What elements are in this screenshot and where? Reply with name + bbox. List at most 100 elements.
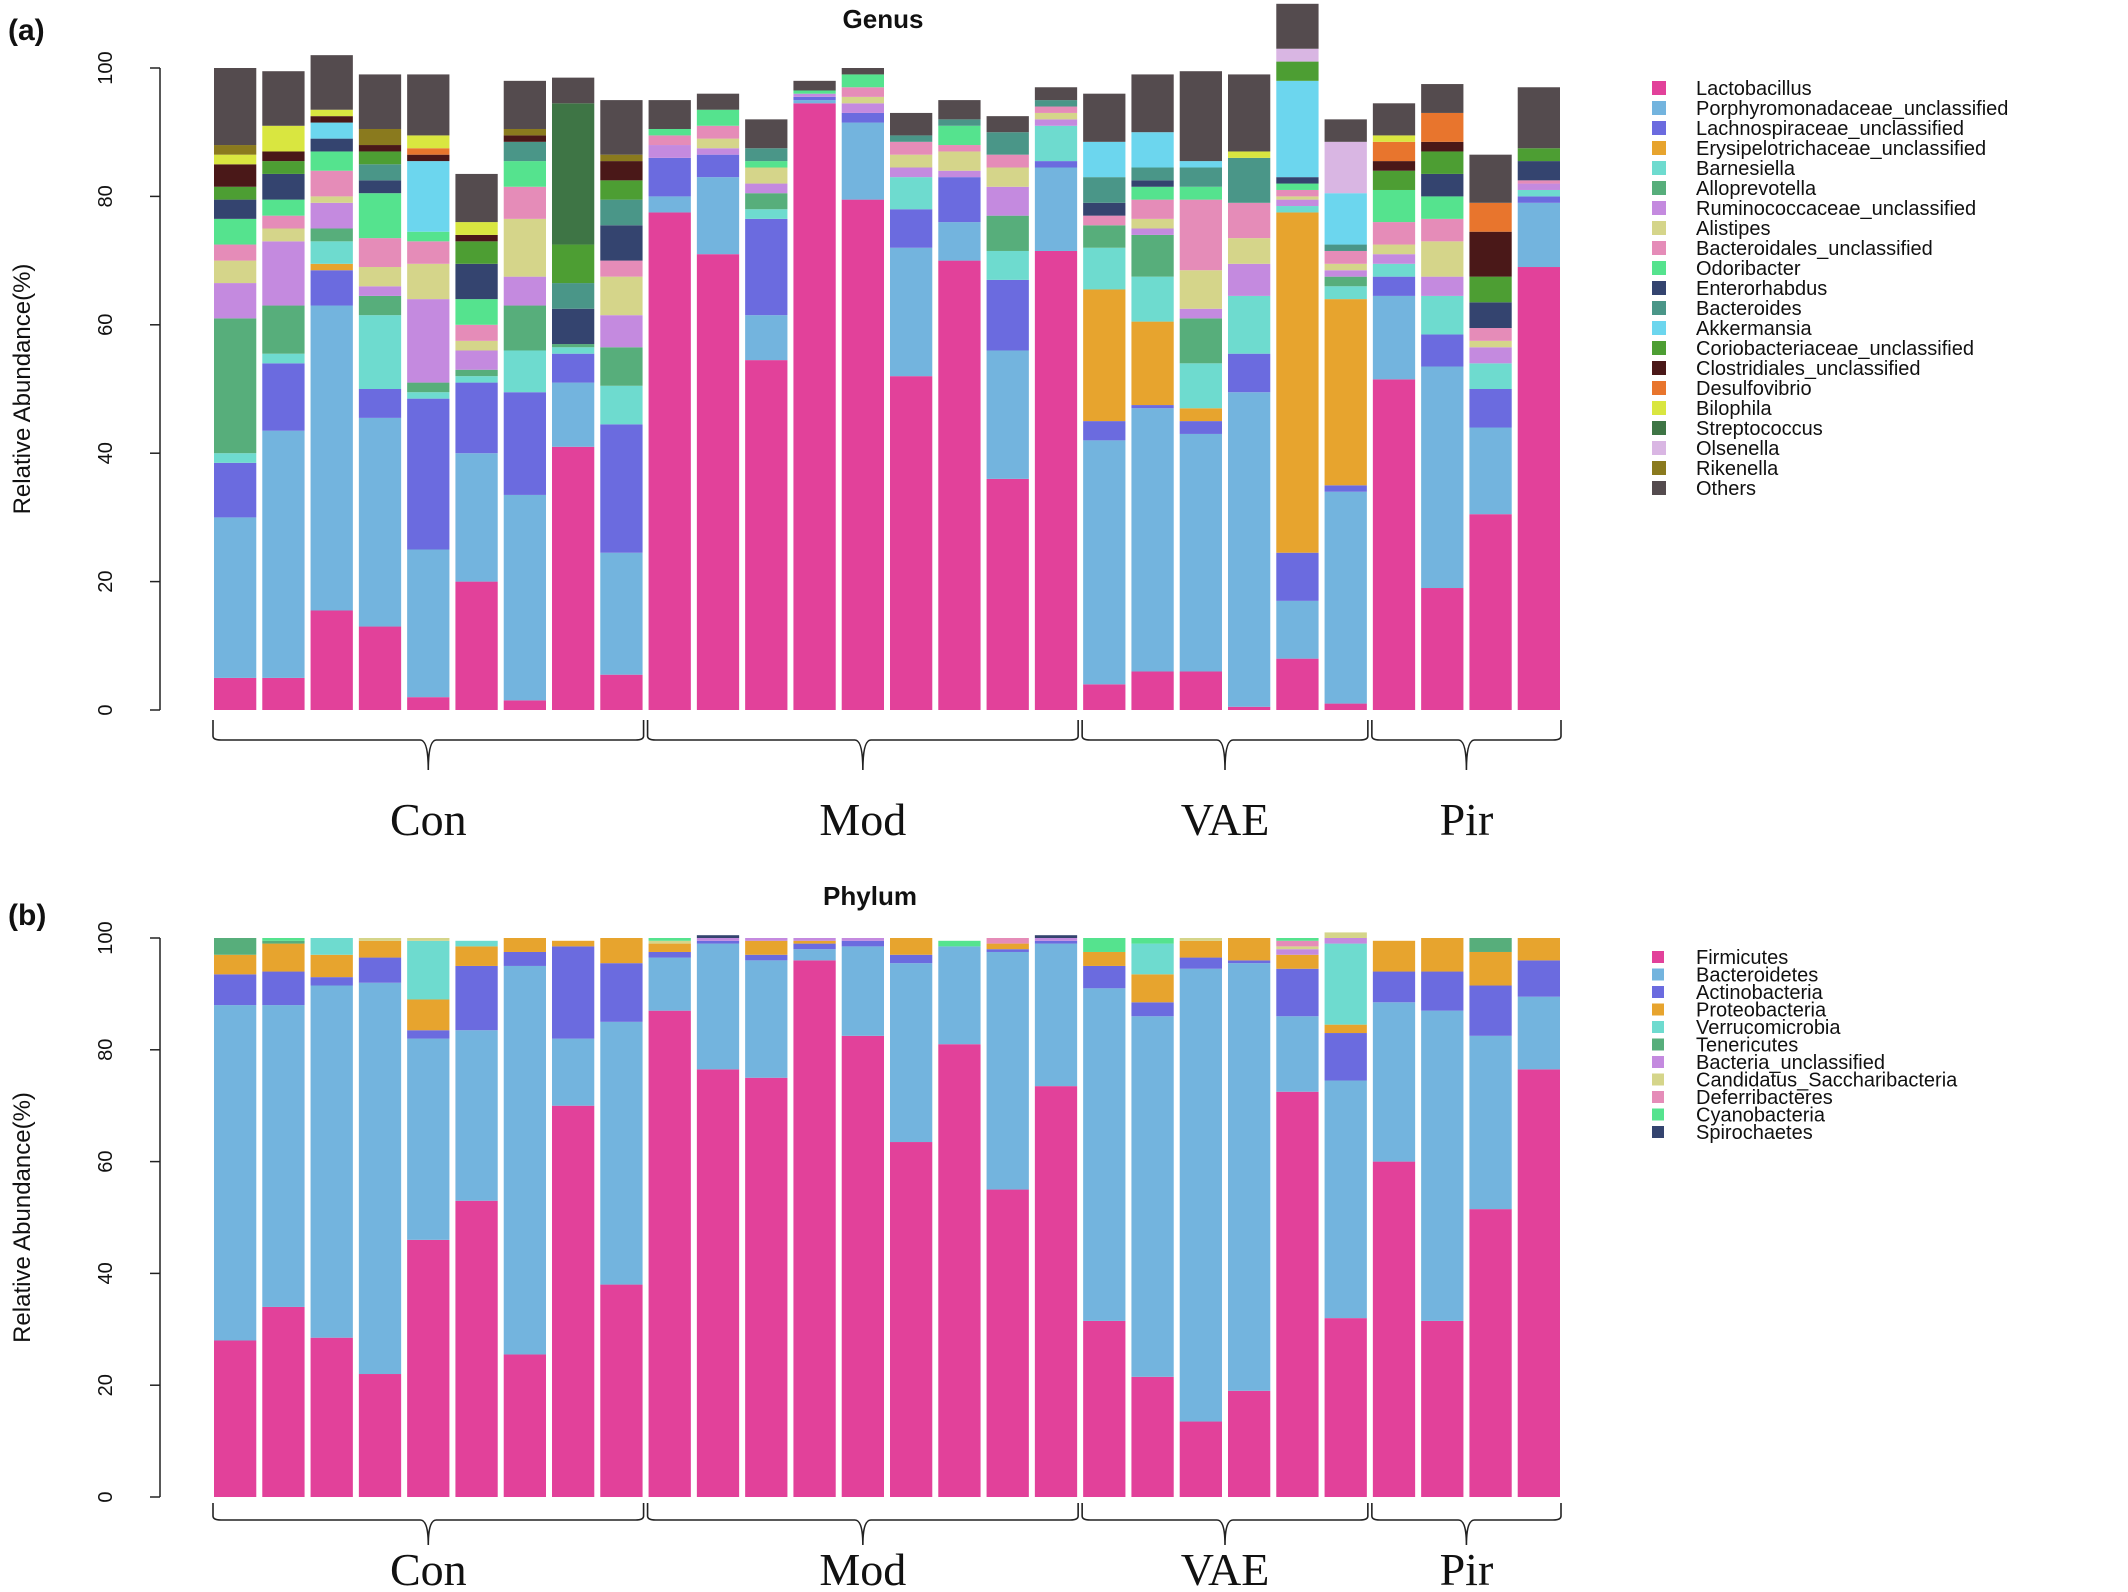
genus-legend-label-alloprevotella: Alloprevotella xyxy=(1696,178,1817,200)
genus-bar-14-lactobacillus xyxy=(841,199,884,711)
genus-bar-23-alistipes xyxy=(1276,196,1319,200)
genus-bar-20-others xyxy=(1131,74,1174,133)
phylum-bar-20-proteobacteria xyxy=(1131,974,1174,1003)
genus-bar-11-others xyxy=(696,93,740,110)
genus-bar-23-coriobacteriaceae-unclassified xyxy=(1276,61,1319,81)
phylum-bar-13-actinobacteria xyxy=(793,943,836,950)
genus-bar-15-ruminococcaceae-unclassified xyxy=(890,167,933,178)
genus-bar-12-alloprevotella xyxy=(745,193,788,210)
genus-legend-label-olsenella: Olsenella xyxy=(1696,438,1780,460)
phylum-bar-1-actinobacteria xyxy=(214,974,257,1006)
phylum-bar-10-cyanobacteria xyxy=(648,938,691,941)
genus-bar-22-bacteroidales-unclassified xyxy=(1228,202,1271,239)
phylum-bar-3-verrucomicrobia xyxy=(310,938,353,955)
genus-bar-2-lactobacillus xyxy=(262,677,305,710)
genus-bar-27-enterorhabdus xyxy=(1469,302,1512,329)
genus-bar-4-rikenella xyxy=(358,128,402,146)
genus-y-tick-label-100: 100 xyxy=(95,51,117,84)
genus-bar-10-lactobacillus xyxy=(648,212,691,710)
genus-bar-19-barnesiella xyxy=(1083,247,1126,290)
phylum-bar-6-firmicutes xyxy=(455,1200,498,1497)
genus-legend-swatch-enterorhabdus xyxy=(1652,281,1666,295)
genus-bar-16-odoribacter xyxy=(938,125,981,146)
genus-bar-5-others xyxy=(407,74,450,136)
genus-bar-21-bacteroides xyxy=(1179,167,1222,187)
phylum-bar-23-bacteroidetes xyxy=(1276,1016,1319,1092)
phylum-bar-8-proteobacteria xyxy=(552,940,595,947)
phylum-bar-6-actinobacteria xyxy=(455,965,498,1031)
genus-bar-22-alistipes xyxy=(1228,238,1271,264)
phylum-bar-24-candidatus-saccharibacteria xyxy=(1324,932,1367,938)
genus-bar-8-lachnospiraceae-unclassified xyxy=(552,353,595,383)
genus-bar-12-others xyxy=(745,119,788,149)
genus-bar-6-alloprevotella xyxy=(455,369,498,377)
genus-bar-14-odoribacter xyxy=(841,74,884,88)
phylum-bar-17-firmicutes xyxy=(986,1189,1029,1497)
genus-bar-24-olsenella xyxy=(1324,141,1367,194)
phylum-bar-12-proteobacteria xyxy=(745,940,788,955)
genus-bar-4-alistipes xyxy=(358,267,402,287)
genus-bar-28-lactobacillus xyxy=(1517,267,1560,710)
genus-bar-21-others xyxy=(1179,71,1222,162)
genus-bar-26-lactobacillus xyxy=(1421,588,1464,710)
genus-bar-3-clostridiales-unclassified xyxy=(310,116,353,123)
genus-legend-label-alistipes: Alistipes xyxy=(1696,218,1770,240)
genus-bar-4-odoribacter xyxy=(358,193,402,239)
genus-bar-26-ruminococcaceae-unclassified xyxy=(1421,276,1464,296)
genus-bar-22-lachnospiraceae-unclassified xyxy=(1228,353,1271,393)
genus-bar-22-others xyxy=(1228,74,1271,152)
genus-bar-4-barnesiella xyxy=(358,315,402,389)
genus-bar-6-lachnospiraceae-unclassified xyxy=(455,382,498,454)
genus-bar-7-lachnospiraceae-unclassified xyxy=(503,392,546,495)
genus-bar-6-ruminococcaceae-unclassified xyxy=(455,350,498,370)
phylum-bar-19-bacteroidetes xyxy=(1083,988,1126,1321)
genus-bar-24-lactobacillus xyxy=(1324,703,1367,710)
genus-bar-28-ruminococcaceae-unclassified xyxy=(1517,183,1560,190)
genus-bar-7-bacteroides xyxy=(503,141,546,162)
phylum-bar-19-firmicutes xyxy=(1083,1320,1126,1497)
genus-bar-5-odoribacter xyxy=(407,231,450,242)
phylum-bar-7-bacteroidetes xyxy=(503,965,546,1355)
genus-bar-12-bacteroides xyxy=(745,148,788,162)
phylum-bar-8-firmicutes xyxy=(552,1105,595,1497)
genus-bar-10-bacteroidales-unclassified xyxy=(648,135,691,146)
genus-bar-24-akkermansia xyxy=(1324,193,1367,245)
genus-bar-9-ruminococcaceae-unclassified xyxy=(600,315,643,348)
genus-bar-24-bacteroides xyxy=(1324,244,1367,251)
genus-bar-22-bilophila xyxy=(1228,151,1271,158)
phylum-bar-8-actinobacteria xyxy=(552,946,595,1039)
genus-bar-25-lachnospiraceae-unclassified xyxy=(1372,276,1416,296)
genus-legend-label-porphyromonadaceae-unclassified: Porphyromonadaceae_unclassified xyxy=(1696,98,2008,120)
genus-bar-10-odoribacter xyxy=(648,128,691,136)
genus-y-tick-label-0: 0 xyxy=(95,704,117,715)
phylum-bar-20-cyanobacteria xyxy=(1131,938,1174,944)
genus-bar-12-lactobacillus xyxy=(745,360,788,710)
genus-bar-17-ruminococcaceae-unclassified xyxy=(986,186,1029,216)
genus-bar-8-others xyxy=(552,77,595,104)
genus-legend-label-lactobacillus: Lactobacillus xyxy=(1696,78,1812,100)
genus-bar-23-porphyromonadaceae-unclassified xyxy=(1276,600,1319,659)
genus-bar-25-barnesiella xyxy=(1372,263,1416,277)
genus-bar-26-lachnospiraceae-unclassified xyxy=(1421,334,1464,367)
genus-bar-21-porphyromonadaceae-unclassified xyxy=(1179,433,1222,672)
genus-bar-22-porphyromonadaceae-unclassified xyxy=(1228,392,1271,707)
genus-legend-label-bilophila: Bilophila xyxy=(1696,398,1772,420)
phylum-bar-8-bacteroidetes xyxy=(552,1038,595,1106)
genus-bar-13-ruminococcaceae-unclassified xyxy=(793,93,836,97)
genus-bar-15-others xyxy=(890,112,933,136)
genus-bar-2-alloprevotella xyxy=(262,305,305,354)
genus-bar-8-coriobacteriaceae-unclassified xyxy=(552,244,595,284)
phylum-legend-label-actinobacteria: Actinobacteria xyxy=(1696,982,1824,1004)
genus-y-tick-label-80: 80 xyxy=(95,185,117,207)
phylum-y-tick-label-40: 40 xyxy=(95,1262,117,1284)
genus-bar-6-porphyromonadaceae-unclassified xyxy=(455,453,498,582)
phylum-bar-15-actinobacteria xyxy=(890,954,933,964)
genus-bar-4-enterorhabdus xyxy=(358,180,402,194)
genus-bar-18-lactobacillus xyxy=(1034,250,1078,710)
phylum-bar-4-proteobacteria xyxy=(358,940,402,958)
phylum-legend-label-tenericutes: Tenericutes xyxy=(1696,1035,1798,1057)
genus-bar-2-clostridiales-unclassified xyxy=(262,151,305,162)
genus-bar-3-odoribacter xyxy=(310,151,353,171)
genus-bar-28-coriobacteriaceae-unclassified xyxy=(1517,148,1560,162)
genus-brace-pir xyxy=(1371,720,1562,771)
